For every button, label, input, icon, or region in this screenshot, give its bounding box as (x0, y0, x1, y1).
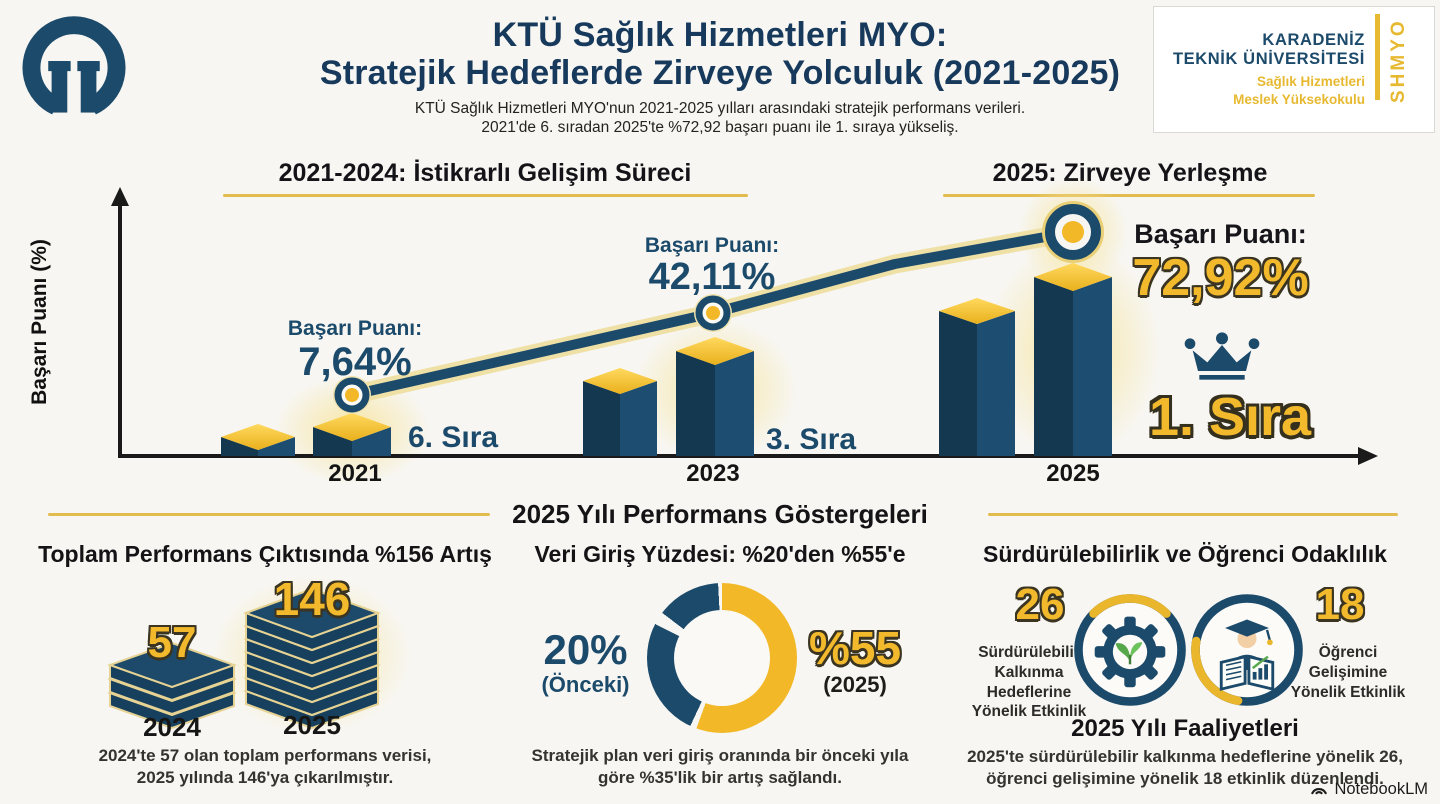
annotation-2023: Başarı Puanı: 42,11% (632, 234, 792, 298)
col2-caption-line1: Stratejik plan veri giriş oranında bir ö… (531, 746, 909, 765)
university-brand-text: KARADENİZ TEKNİK ÜNİVERSİTESİ Sağlık Hiz… (1161, 31, 1365, 108)
stack-2024-graphic (107, 641, 237, 730)
donut-right-value: %55 (808, 622, 902, 674)
annotation-2021-value: 7,64% (298, 340, 412, 385)
annotation-2021-label: Başarı Puanı: (287, 317, 423, 340)
ktu-logo-icon (22, 16, 126, 115)
university-name-line1: KARADENİZ (1262, 31, 1365, 49)
bar-2021-a (221, 424, 295, 456)
marker-2023 (694, 294, 732, 332)
col2-title: Veri Giriş Yüzdesi: %20'den %55'e (534, 541, 906, 567)
annotation-2023-label: Başarı Puanı: (644, 234, 780, 257)
col3-subtitle: 2025 Yılı Faaliyetleri (1071, 715, 1299, 742)
watermark: NotebookLM (1309, 779, 1428, 799)
school-name-line1: Sağlık Hizmetleri (1256, 74, 1365, 89)
rank-2021: 6. Sıra (408, 421, 499, 454)
col1-caption: 2024'te 57 olan toplam performans verisi… (30, 745, 500, 790)
bar-2023-a (583, 368, 657, 456)
stat-sdg-line1: Sürdürülebilir (978, 644, 1080, 661)
donut-right-stat: %55 (2025) (795, 624, 915, 698)
col1-title: Toplam Performans Çıktısında %156 Artış (38, 541, 492, 567)
page-title-line1: KTÜ Sağlık Hizmetleri MYO: (492, 16, 948, 54)
stack-2025-graphic (243, 587, 381, 730)
col3-caption-line2: öğrenci gelişimine yönelik 18 etkinlik d… (986, 769, 1384, 789)
donut-right-sub: (2025) (823, 672, 887, 698)
marker-2025 (1042, 201, 1104, 263)
col1-caption-line2: 2025 yılında 146'ya çıkarılmıştır. (136, 768, 394, 788)
section-underline-left (223, 194, 748, 197)
stat-student-value: 18 (1315, 580, 1365, 629)
page-subtitle: KTÜ Sağlık Hizmetleri MYO'nun 2021-2025 … (0, 99, 1440, 138)
stat-student-line1: Öğrenci (1318, 644, 1378, 661)
school-name-line2: Meslek Yüksekokulu (1233, 91, 1365, 107)
stat-2025-value: 146 (273, 573, 351, 625)
stat-sdg-line3: Yönelik Etkinlik (971, 703, 1087, 721)
gear-leaf-icon (1074, 594, 1186, 706)
bar-2023-b (676, 337, 754, 456)
donut-left-value: 20% (543, 626, 628, 673)
stack-year-2025: 2025 (283, 710, 341, 740)
section-header-right: 2025: Zirveye Yerleşme (992, 159, 1268, 187)
page-subtitle-line2: 2021'de 6. sıradan 2025'te %72,92 başarı… (481, 119, 959, 137)
col3-caption-line1: 2025'te sürdürülebilir kalkınma hedefler… (967, 747, 1403, 766)
section-underline-right (943, 194, 1315, 197)
donut-left-stat: 20% (Önceki) (523, 626, 648, 698)
stat-sdg-value: 26 (1015, 580, 1065, 629)
annotation-2025-label: Başarı Puanı: (1134, 219, 1307, 249)
donut-left-sub: (Önceki) (541, 672, 630, 698)
university-name-line2: TEKNİK ÜNİVERSİTESİ (1172, 50, 1365, 68)
stack-year-2024: 2024 (143, 712, 201, 742)
bottom-divider-right (988, 513, 1398, 516)
bottom-section-header: 2025 Yılı Performans Göstergeleri (512, 499, 928, 529)
graduate-book-icon (1191, 594, 1303, 706)
y-axis-label: Başarı Puanı (%) (28, 239, 51, 405)
annotation-2025-value: 72,92% (1132, 249, 1309, 308)
trend-line (347, 227, 1078, 400)
annotation-2023-value: 42,11% (648, 256, 776, 299)
page-title: KTÜ Sağlık Hizmetleri MYO: Stratejik Hed… (0, 16, 1440, 92)
stat-sdg-lines: Sürdürülebilir Kalkınma Hedeflerine Yöne… (954, 643, 1104, 722)
notebooklm-icon (1311, 788, 1328, 795)
page-subtitle-line1: KTÜ Sağlık Hizmetleri MYO'nun 2021-2025 … (414, 100, 1026, 117)
col1-caption-line1: 2024'te 57 olan toplam performans verisi… (98, 746, 432, 765)
annotation-2021: Başarı Puanı: 7,64% (280, 317, 430, 383)
watermark-label: NotebookLM (1334, 779, 1428, 798)
annotation-2025: Başarı Puanı: 72,92% (1118, 219, 1323, 307)
donut-chart (647, 583, 797, 733)
rank-2023: 3. Sıra (766, 423, 857, 456)
col2-caption: Stratejik plan veri giriş oranında bir ö… (505, 745, 935, 790)
rank-2025: 1. Sıra (1148, 387, 1312, 447)
page-title-line2: Stratejik Hedeflerde Zirveye Yolculuk (2… (319, 54, 1121, 93)
performance-stacks-graphic (107, 575, 412, 730)
col3-caption: 2025'te sürdürülebilir kalkınma hedefler… (945, 746, 1425, 791)
bar-2025-a (939, 298, 1015, 456)
university-brand-box: KARADENİZ TEKNİK ÜNİVERSİTESİ Sağlık Hiz… (1153, 6, 1435, 133)
x-tick-2023: 2023 (686, 460, 740, 487)
x-tick-2021: 2021 (328, 460, 382, 487)
marker-2021 (333, 376, 371, 414)
bottom-divider-left (48, 513, 490, 516)
bar-2025-b (1034, 263, 1112, 456)
crown-icon (1184, 332, 1260, 380)
section-header-left: 2021-2024: İstikrarlı Gelişim Süreci (278, 159, 692, 187)
bar-2021-b (313, 413, 391, 456)
col3-title: Sürdürülebilirlik ve Öğrenci Odaklılık (983, 541, 1387, 567)
stat-student-lines: Öğrenci Gelişimine Yönelik Etkinlik (1273, 643, 1423, 702)
stat-sdg-line2: Kalkınma Hedeflerine (986, 663, 1072, 701)
col2-caption-line2: göre %35'lik bir artış sağlandı. (597, 768, 843, 788)
y-axis-arrow-icon (111, 187, 129, 206)
stat-2024-value: 57 (147, 618, 197, 667)
x-axis-arrow-icon (1358, 447, 1378, 465)
stat-student-line3: Yönelik Etkinlik (1290, 683, 1406, 701)
stat-student-line2: Gelişimine (1308, 663, 1388, 681)
brand-divider-bar (1375, 14, 1380, 100)
x-tick-2025: 2025 (1046, 460, 1100, 487)
